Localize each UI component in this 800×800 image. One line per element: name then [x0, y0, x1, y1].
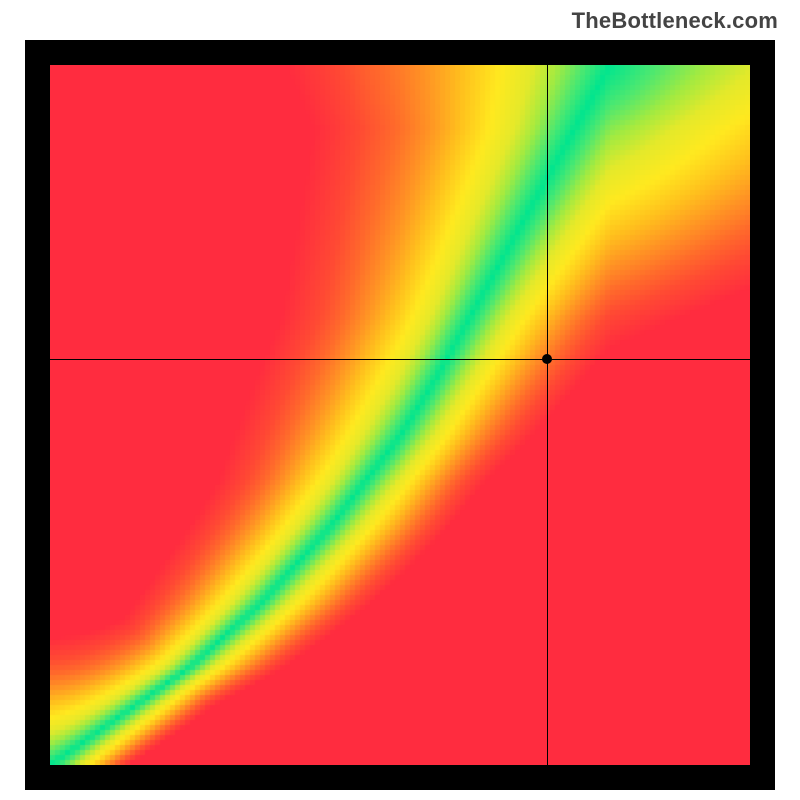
- attribution-text: TheBottleneck.com: [572, 8, 778, 34]
- chart-container: TheBottleneck.com: [0, 0, 800, 800]
- plot-area: [50, 65, 750, 765]
- chart-frame: [25, 40, 775, 790]
- heatmap-canvas: [50, 65, 750, 765]
